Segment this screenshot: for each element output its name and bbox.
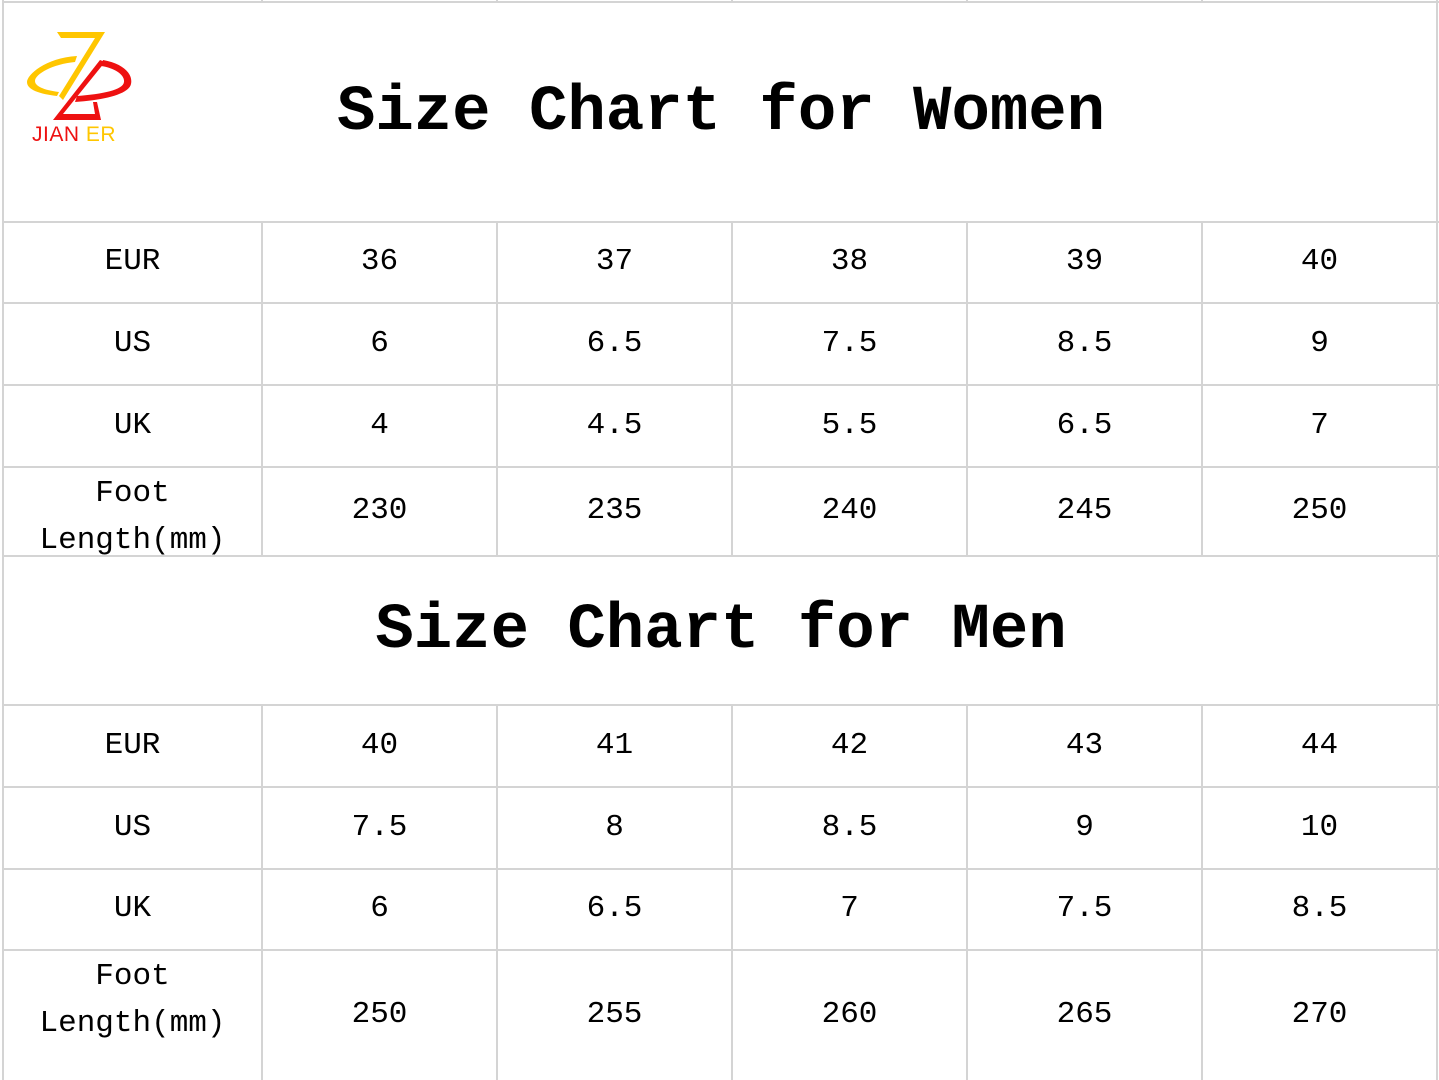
men-size-cell: 7.5 xyxy=(1056,891,1113,927)
men-size-cell: 7.5 xyxy=(351,809,408,845)
men-row-label: UK xyxy=(113,891,152,927)
grid-line-horizontal xyxy=(3,1,1439,3)
men-size-cell: 42 xyxy=(830,727,869,763)
women-size-cell: 6.5 xyxy=(586,325,643,361)
grid-line-horizontal xyxy=(3,555,1439,557)
grid-line-vertical xyxy=(966,704,968,1080)
women-size-cell: 5.5 xyxy=(821,407,878,443)
grid-line-vertical xyxy=(731,704,733,1080)
women-size-cell: 36 xyxy=(360,244,399,280)
women-size-cell: 6.5 xyxy=(1056,407,1113,443)
grid-line-horizontal xyxy=(3,868,1439,870)
men-title-cell: Size Chart for Men xyxy=(3,557,1439,705)
grid-line-vertical xyxy=(496,221,498,557)
men-size-cell: 260 xyxy=(821,996,878,1032)
women-size-cell: 4 xyxy=(370,407,389,443)
men-size-cell: 9 xyxy=(1075,809,1094,845)
women-size-cell: 4.5 xyxy=(586,407,643,443)
women-title-cell: Size Chart for Women xyxy=(3,3,1439,222)
grid-line-vertical xyxy=(1436,0,1438,1080)
grid-line-vertical xyxy=(731,0,733,3)
logo-word-er: ER xyxy=(85,123,117,146)
men-size-cell: 6.5 xyxy=(586,891,643,927)
women-size-cell: 40 xyxy=(1300,244,1339,280)
grid-line-vertical xyxy=(1201,0,1203,3)
men-size-cell: 8.5 xyxy=(1291,891,1348,927)
men-size-cell: 7 xyxy=(840,891,859,927)
women-row-label: US xyxy=(113,325,152,361)
grid-line-horizontal xyxy=(3,221,1439,223)
grid-line-horizontal xyxy=(3,466,1439,468)
men-size-cell: 265 xyxy=(1056,996,1113,1032)
women-row-label: Foot Length(mm) xyxy=(39,476,226,556)
women-size-cell: 38 xyxy=(830,244,869,280)
women-size-cell: 7 xyxy=(1310,407,1329,443)
men-size-cell: 6 xyxy=(370,891,389,927)
men-size-cell: 10 xyxy=(1300,809,1339,845)
women-size-cell: 7.5 xyxy=(821,325,878,361)
grid-line-vertical xyxy=(496,704,498,1080)
grid-line-vertical xyxy=(1201,221,1203,557)
men-size-cell: 270 xyxy=(1291,996,1348,1032)
grid-line-vertical xyxy=(261,704,263,1080)
women-size-cell: 235 xyxy=(586,493,643,529)
women-size-cell: 39 xyxy=(1065,244,1104,280)
women-size-cell: 8.5 xyxy=(1056,325,1113,361)
grid-line-horizontal xyxy=(3,786,1439,788)
men-row-label: Foot Length(mm) xyxy=(39,959,226,1041)
grid-line-vertical xyxy=(1201,704,1203,1080)
women-size-cell: 230 xyxy=(351,493,408,529)
grid-line-vertical xyxy=(2,0,4,1080)
men-size-cell: 44 xyxy=(1300,727,1339,763)
men-chart-title: Size Chart for Men xyxy=(375,595,1067,667)
men-size-cell: 8 xyxy=(605,809,624,845)
women-size-cell: 9 xyxy=(1310,325,1329,361)
women-size-cell: 37 xyxy=(595,244,634,280)
grid-line-horizontal xyxy=(3,302,1439,304)
men-size-cell: 255 xyxy=(586,996,643,1032)
men-row-label: EUR xyxy=(104,727,161,763)
grid-line-vertical xyxy=(261,221,263,557)
women-chart-title: Size Chart for Women xyxy=(336,76,1106,149)
men-size-cell: 41 xyxy=(595,727,634,763)
grid-line-vertical xyxy=(966,221,968,557)
logo-mark-icon xyxy=(27,32,132,120)
grid-line-horizontal xyxy=(3,384,1439,386)
men-row-label: US xyxy=(113,809,152,845)
women-row-label: UK xyxy=(113,407,152,443)
jian-er-logo xyxy=(25,30,135,150)
men-size-cell: 8.5 xyxy=(821,809,878,845)
women-size-cell: 240 xyxy=(821,493,878,529)
women-size-cell: 6 xyxy=(370,325,389,361)
grid-line-vertical xyxy=(496,0,498,3)
men-size-cell: 43 xyxy=(1065,727,1104,763)
women-size-cell: 250 xyxy=(1291,493,1348,529)
logo-text: JIAN ER xyxy=(32,123,116,147)
grid-line-vertical xyxy=(261,0,263,3)
grid-line-horizontal xyxy=(3,704,1439,706)
grid-line-horizontal xyxy=(3,949,1439,951)
logo-word-jian: JIAN xyxy=(32,123,80,146)
men-size-cell: 250 xyxy=(351,996,408,1032)
men-size-cell: 40 xyxy=(360,727,399,763)
women-size-cell: 245 xyxy=(1056,493,1113,529)
grid-line-vertical xyxy=(731,221,733,557)
women-row-label: EUR xyxy=(104,244,161,280)
grid-line-vertical xyxy=(966,0,968,3)
